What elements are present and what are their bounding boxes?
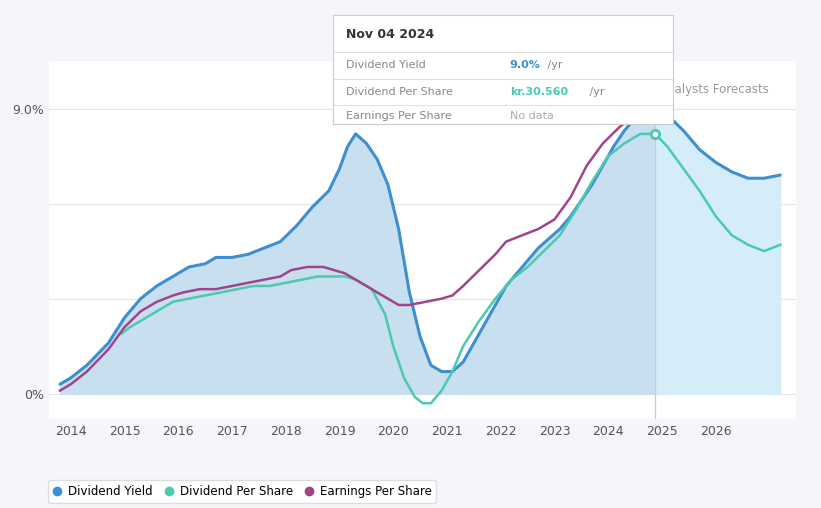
Text: /yr: /yr xyxy=(586,87,605,97)
Text: Earnings Per Share: Earnings Per Share xyxy=(346,111,452,121)
Text: kr.30.560: kr.30.560 xyxy=(510,87,568,97)
Text: Dividend Yield: Dividend Yield xyxy=(346,60,426,71)
Text: Dividend Per Share: Dividend Per Share xyxy=(346,87,453,97)
Text: Analysts Forecasts: Analysts Forecasts xyxy=(659,83,769,96)
Text: No data: No data xyxy=(510,111,553,121)
Text: 9.0%: 9.0% xyxy=(510,60,540,71)
Text: /yr: /yr xyxy=(544,60,562,71)
Text: Past: Past xyxy=(626,83,651,96)
Legend: Dividend Yield, Dividend Per Share, Earnings Per Share: Dividend Yield, Dividend Per Share, Earn… xyxy=(48,480,437,503)
Text: Nov 04 2024: Nov 04 2024 xyxy=(346,28,434,41)
